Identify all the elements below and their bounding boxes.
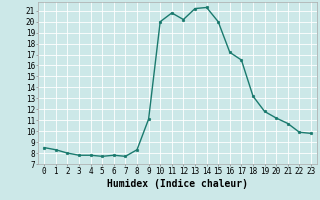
X-axis label: Humidex (Indice chaleur): Humidex (Indice chaleur) bbox=[107, 179, 248, 189]
